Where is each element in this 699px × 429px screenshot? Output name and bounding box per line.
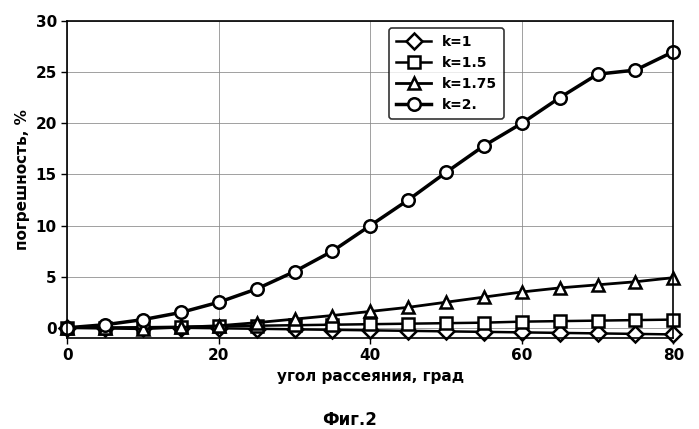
k=1 — [480, 329, 488, 335]
k=2. — [329, 248, 337, 254]
k=1.5 — [139, 325, 147, 330]
k=1.5 — [669, 317, 677, 322]
k=1 — [101, 325, 110, 330]
k=2. — [252, 286, 261, 291]
k=2. — [404, 197, 412, 202]
k=2. — [101, 322, 110, 327]
k=1 — [404, 328, 412, 333]
k=1 — [177, 325, 185, 330]
X-axis label: угол рассеяния, град: угол рассеяния, град — [277, 369, 464, 384]
k=1.5 — [215, 323, 223, 329]
k=2. — [63, 325, 71, 330]
k=1 — [631, 331, 640, 336]
k=2. — [669, 49, 677, 54]
k=1.5 — [252, 323, 261, 328]
Text: Фиг.2: Фиг.2 — [322, 411, 377, 429]
k=1 — [252, 326, 261, 331]
k=1.75 — [329, 313, 337, 318]
k=1.5 — [518, 319, 526, 324]
k=2. — [139, 317, 147, 322]
k=1.5 — [290, 323, 298, 328]
k=1.5 — [177, 324, 185, 329]
Y-axis label: погрешность, %: погрешность, % — [15, 109, 30, 250]
k=1.75 — [480, 295, 488, 300]
k=1.75 — [556, 285, 564, 290]
k=1.5 — [329, 322, 337, 327]
k=1 — [63, 325, 71, 330]
Line: k=1: k=1 — [62, 322, 679, 340]
Line: k=1.75: k=1.75 — [61, 272, 679, 335]
k=1 — [556, 330, 564, 335]
k=2. — [290, 269, 298, 274]
k=1.75 — [669, 275, 677, 280]
k=1.75 — [404, 305, 412, 310]
k=1 — [442, 329, 450, 334]
k=1.5 — [101, 325, 110, 330]
k=1.5 — [63, 325, 71, 330]
k=1 — [139, 325, 147, 330]
k=1 — [593, 331, 602, 336]
k=1.75 — [593, 282, 602, 287]
k=1.75 — [631, 279, 640, 284]
k=2. — [177, 310, 185, 315]
k=2. — [593, 72, 602, 77]
k=2. — [366, 223, 375, 228]
Legend: k=1, k=1.5, k=1.75, k=2.: k=1, k=1.5, k=1.75, k=2. — [389, 28, 504, 119]
k=1 — [215, 326, 223, 331]
k=1 — [518, 330, 526, 335]
k=1 — [669, 332, 677, 337]
k=1 — [366, 328, 375, 333]
k=1.75 — [101, 326, 110, 331]
k=1.75 — [177, 325, 185, 330]
k=1.5 — [442, 320, 450, 326]
k=1.75 — [366, 309, 375, 314]
k=1.75 — [215, 323, 223, 328]
Line: k=1.5: k=1.5 — [62, 314, 679, 333]
k=1 — [290, 327, 298, 332]
k=1.75 — [518, 290, 526, 295]
k=2. — [442, 170, 450, 175]
k=1.75 — [252, 320, 261, 325]
k=2. — [556, 95, 564, 100]
k=1.75 — [442, 299, 450, 305]
k=2. — [480, 143, 488, 148]
Line: k=2.: k=2. — [61, 45, 679, 334]
k=1 — [329, 327, 337, 332]
k=2. — [518, 121, 526, 126]
k=1.75 — [290, 317, 298, 322]
k=1.5 — [404, 321, 412, 326]
k=2. — [215, 299, 223, 305]
k=2. — [631, 67, 640, 73]
k=1.75 — [139, 326, 147, 331]
k=1.5 — [366, 322, 375, 327]
k=1.5 — [480, 320, 488, 325]
k=1.5 — [631, 317, 640, 323]
k=1.5 — [593, 318, 602, 323]
k=1.75 — [63, 325, 71, 330]
k=1.5 — [556, 319, 564, 324]
